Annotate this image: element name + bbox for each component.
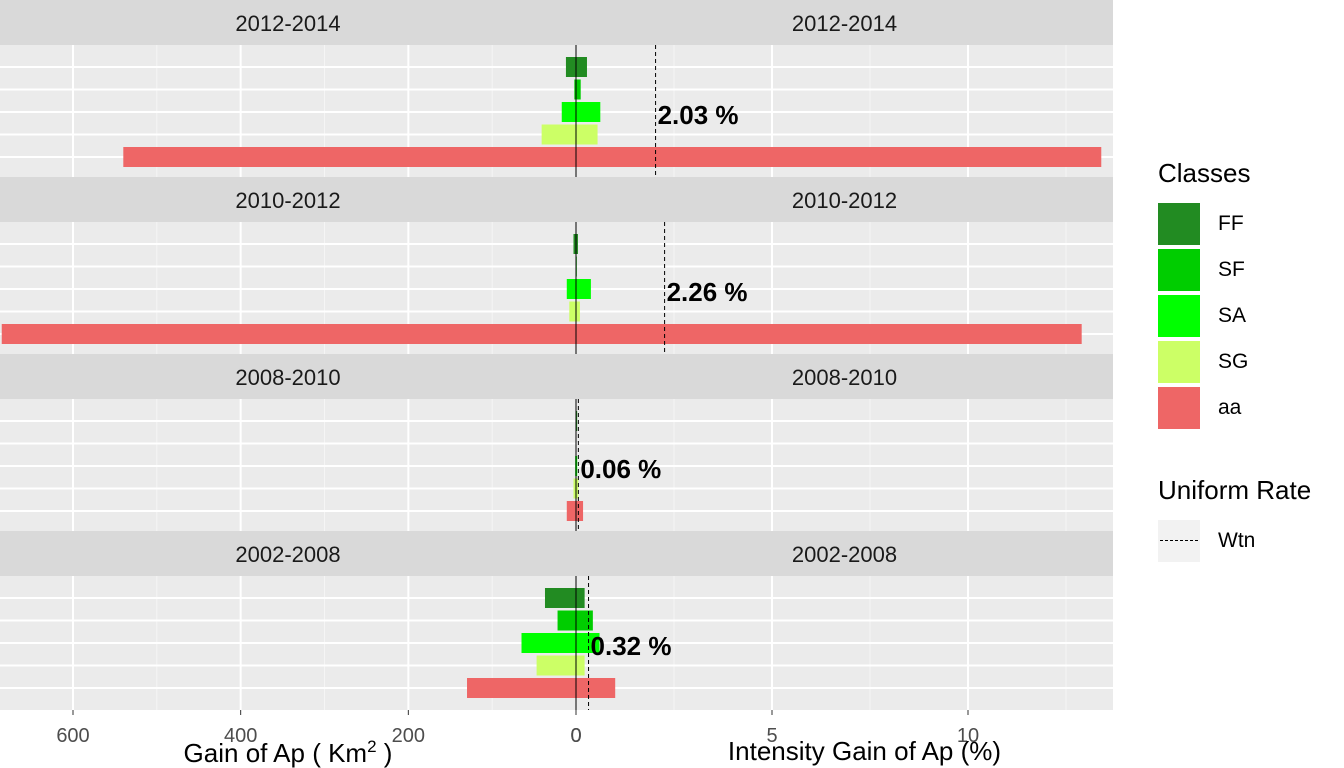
- x-axis-title-left: Gain of Ap ( Km2 ): [184, 737, 393, 768]
- strip-right-20122014: [576, 0, 1113, 45]
- bar-intensity-20102012-sa: [576, 279, 591, 299]
- strip-label-right-20082010: 2008-2010: [792, 365, 897, 390]
- x-tick-label-left: 200: [392, 725, 425, 747]
- legend-label-wtn: Wtn: [1218, 529, 1256, 552]
- bar-gain-20102012-sg: [569, 301, 576, 322]
- uniform-rate-label-20122014: 2.03 %: [658, 100, 739, 130]
- bar-gain-20122014-sf: [574, 79, 576, 100]
- uniform-rate-label-20102012: 2.26 %: [667, 277, 748, 307]
- strip-label-left-20082010: 2008-2010: [235, 365, 340, 390]
- legend-label-sf: SF: [1218, 258, 1245, 281]
- bar-gain-20022008-ff: [544, 588, 576, 608]
- strip-label-right-20122014: 2012-2014: [792, 11, 897, 36]
- bar-intensity-20022008-aa: [576, 678, 616, 698]
- strip-left-20082010: [0, 354, 576, 399]
- bar-gain-20122014-sa: [561, 102, 576, 122]
- strip-left-20102012: [0, 177, 576, 222]
- bar-intensity-20122014-sg: [576, 124, 598, 145]
- strip-label-left-20022008: 2002-2008: [235, 542, 340, 567]
- strip-right-20082010: [576, 354, 1113, 399]
- bar-intensity-20122014-ff: [576, 57, 587, 77]
- bar-gain-20102012-ff: [573, 234, 576, 254]
- legend-key-wtn: [1158, 520, 1200, 562]
- bar-intensity-20122014-aa: [576, 147, 1102, 167]
- bar-gain-20082010-sg: [573, 478, 576, 499]
- bar-gain-20102012-aa: [1, 324, 577, 344]
- legend-label-aa: aa: [1218, 396, 1242, 419]
- legend-label-sa: SA: [1218, 304, 1247, 327]
- bar-intensity-20102012-aa: [576, 324, 1082, 344]
- strip-label-left-20102012: 2010-2012: [235, 188, 340, 213]
- legend-key-aa: [1158, 387, 1200, 429]
- x-tick-label-right: 5: [766, 725, 777, 747]
- strip-label-left-20122014: 2012-2014: [235, 11, 340, 36]
- legend-title: Classes: [1158, 158, 1251, 188]
- legend-item-ff: FF: [1158, 201, 1344, 247]
- bar-gain-20122014-ff: [565, 57, 576, 77]
- uniform-rate-label-20082010: 0.06 %: [580, 454, 661, 484]
- legend-item-sa: SA: [1158, 293, 1344, 339]
- legend-key-ff: [1158, 203, 1200, 245]
- strip-label-right-20022008: 2002-2008: [792, 542, 897, 567]
- bar-gain-20022008-sa: [521, 633, 576, 653]
- x-tick-label-left: 0: [570, 725, 581, 747]
- bar-gain-20122014-sg: [541, 124, 576, 145]
- bar-intensity-20102012-sg: [576, 301, 580, 322]
- strip-right-20022008: [576, 531, 1113, 576]
- bar-intensity-20082010-aa: [576, 501, 584, 521]
- legend: Classes FF SF SA SG aa Uniform Rate Wtn: [1158, 158, 1344, 564]
- strip-left-20122014: [0, 0, 576, 45]
- bar-intensity-20082010-sa: [576, 456, 578, 476]
- strip-left-20022008: [0, 531, 576, 576]
- bar-intensity-20102012-ff: [576, 234, 578, 254]
- x-axis-title-right: Intensity Gain of Ap (%): [728, 736, 1001, 766]
- bar-intensity-20022008-ff: [576, 588, 585, 608]
- bar-gain-20102012-sa: [566, 279, 576, 299]
- bar-intensity-20022008-sf: [576, 610, 593, 631]
- uniform-rate-label-20022008: 0.32 %: [591, 631, 672, 661]
- legend-label-ff: FF: [1218, 212, 1244, 235]
- legend-item-sf: SF: [1158, 247, 1344, 293]
- legend-item-aa: aa: [1158, 385, 1344, 431]
- uniform-rate-legend: Uniform Rate Wtn: [1158, 475, 1344, 564]
- legend-item-wtn: Wtn: [1158, 518, 1344, 564]
- x-tick-label-right: 0: [570, 725, 581, 747]
- bar-gain-20022008-aa: [467, 678, 576, 698]
- bar-intensity-20082010-sg: [576, 478, 579, 499]
- x-tick-label-right: 10: [957, 725, 979, 747]
- x-tick-label-left: 400: [224, 725, 257, 747]
- x-tick-label-left: 600: [56, 725, 89, 747]
- bar-gain-20022008-sg: [536, 655, 576, 676]
- bar-intensity-20122014-sf: [576, 79, 581, 100]
- strip-label-right-20102012: 2010-2012: [792, 188, 897, 213]
- bar-intensity-20022008-sg: [576, 655, 585, 676]
- bar-gain-20022008-sf: [557, 610, 576, 631]
- bar-gain-20122014-aa: [123, 147, 577, 167]
- legend-label-sg: SG: [1218, 350, 1249, 373]
- bar-gain-20082010-aa: [566, 501, 576, 521]
- legend-key-sf: [1158, 249, 1200, 291]
- legend-key-sa: [1158, 295, 1200, 337]
- legend-key-sg: [1158, 341, 1200, 383]
- bar-intensity-20022008-sa: [576, 633, 600, 653]
- bar-intensity-20122014-sa: [576, 102, 601, 122]
- strip-right-20102012: [576, 177, 1113, 222]
- legend-item-sg: SG: [1158, 339, 1344, 385]
- bar-intensity-20082010-ff: [576, 411, 578, 431]
- uniform-rate-title: Uniform Rate: [1158, 475, 1312, 505]
